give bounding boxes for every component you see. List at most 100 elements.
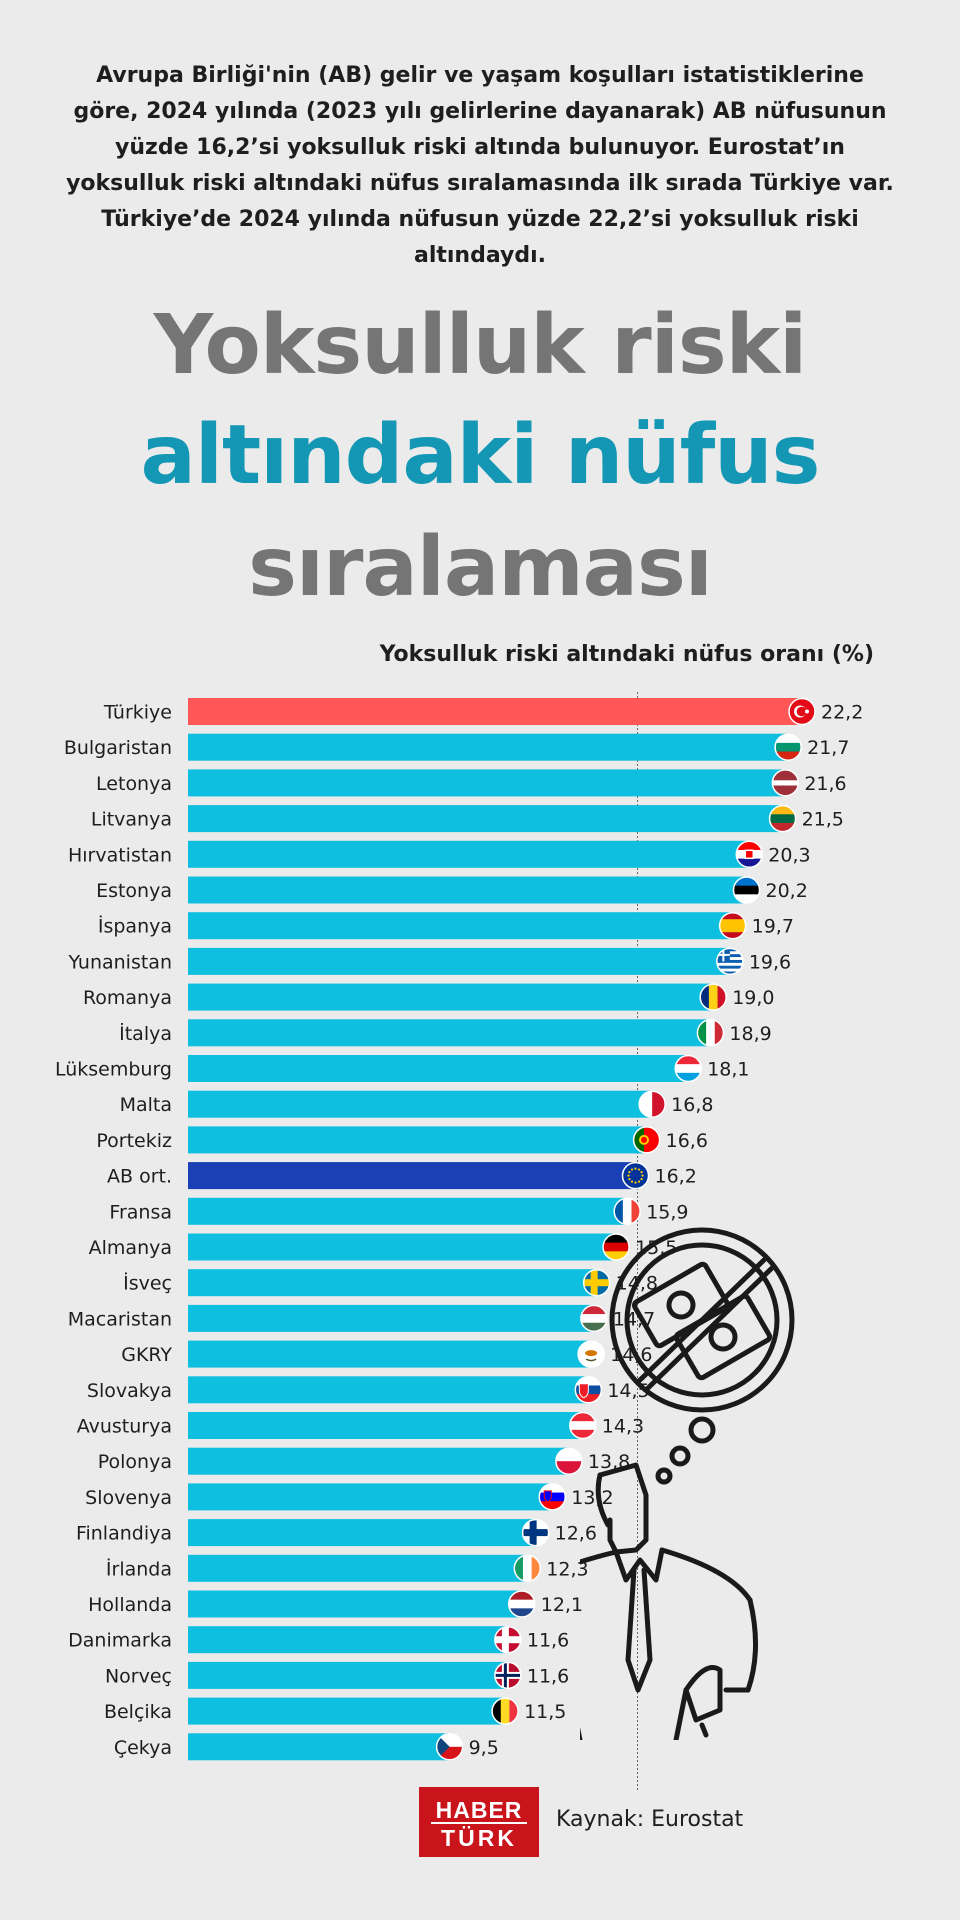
flag-border [538,1483,567,1511]
flag-stripe [531,1555,541,1582]
category-label: Yunanistan [67,951,172,973]
flag-border [491,1697,519,1725]
thought-bubble-icon [669,1445,691,1467]
flag-border [513,1554,542,1583]
flag-border [569,1411,597,1440]
hungary-flag [580,1305,607,1332]
flag-stripe [622,1198,633,1225]
flag-stripe [714,1019,724,1046]
flag-stripe [717,984,727,1011]
flag-stripe [772,790,799,796]
bar [188,840,752,868]
category-label: Danimarka [68,1630,172,1652]
flag-stripe [716,962,743,967]
category-label: İspanya [98,915,172,938]
flag-stripe [697,1019,707,1046]
logo-line-1: HABER [435,1797,523,1823]
spain-flag [719,912,746,939]
flag-border [674,1054,702,1083]
flag-stripe [603,1234,630,1244]
flag-stripe [708,984,719,1011]
value-label: 21,5 [802,809,844,831]
flag-border [494,1661,522,1690]
flag-stripe [580,1305,607,1315]
value-label: 16,8 [671,1094,713,1116]
bar [188,805,785,833]
value-label: 18,9 [729,1023,771,1045]
flag-border [735,840,764,869]
bar [188,1340,594,1368]
flag-stripe [539,1483,566,1494]
title-line-2: altındaki nüfus [140,408,821,503]
flag-stripe [522,1555,533,1582]
flag-star [637,1180,641,1183]
flag-stripe [700,984,710,1011]
category-label: Hollanda [88,1594,172,1616]
flag-stripe [769,814,796,824]
bar [188,1126,649,1154]
flag-stripe [569,1429,596,1439]
flag-border [582,1268,611,1297]
flag-border [613,1197,641,1226]
bar [188,1376,591,1404]
bar [188,1055,691,1082]
lithuania-flag [769,805,796,832]
value-label: 20,2 [766,880,808,902]
flag-stripe [555,1461,582,1475]
flag-border [788,697,816,726]
flag-stripe [733,894,760,903]
flag-border [574,1376,603,1404]
flag-cross [494,1673,521,1677]
category-label: Estonya [96,880,172,902]
flag-stripe [514,1555,524,1582]
flag-star [640,1171,643,1174]
flag-stripe [555,1448,582,1462]
category-label: Belçika [104,1701,172,1723]
flag-star [634,1181,637,1184]
flag-stripe [736,858,763,868]
chart-title: Yoksulluk riski altındaki nüfus oranı (%… [379,642,874,667]
flag-triangle [436,1733,450,1760]
flag-border [632,1126,661,1154]
belgium-flag [492,1698,519,1725]
flag-stripe [675,1055,702,1065]
flag-border [435,1733,464,1761]
flag-cross [590,1269,598,1296]
category-label: Türkiye [103,702,172,724]
flag-stripe [652,1091,666,1118]
category-label: Bulgaristan [64,737,172,759]
category-label: İtalya [119,1022,172,1045]
category-label: Slovenya [85,1487,172,1509]
flag-border [621,1161,650,1190]
flag-border [521,1518,550,1547]
category-label: Letonya [96,773,172,795]
flag-border [716,947,744,976]
bar [188,983,716,1011]
value-label: 15,9 [646,1201,688,1223]
flag-stripe [603,1242,630,1252]
flag-stripe [733,877,760,887]
flag-stripe [539,1501,566,1510]
value-label: 19,7 [752,916,794,938]
italy-flag [697,1019,724,1046]
haberturk-logo: HABER TÜRK [419,1787,539,1857]
bar [188,1554,530,1582]
value-label: 16,2 [655,1166,697,1188]
flag-stripe [719,925,746,933]
category-label: AB ort. [107,1166,172,1188]
source-label: Kaynak: Eurostat [556,1807,744,1832]
flag-star [627,1174,630,1177]
bar [188,1661,510,1689]
flag-emblem [641,1136,648,1143]
value-label: 19,0 [732,987,774,1009]
bar [188,1019,713,1047]
flag-star [628,1178,631,1181]
no-money-thought-icon [609,1227,795,1413]
flag-star [805,709,809,714]
bar [188,769,788,797]
value-label: 11,6 [527,1665,569,1687]
value-label: 21,7 [807,737,849,759]
flag-star [640,1178,643,1181]
bar [188,698,804,725]
value-label: 12,6 [555,1523,597,1545]
